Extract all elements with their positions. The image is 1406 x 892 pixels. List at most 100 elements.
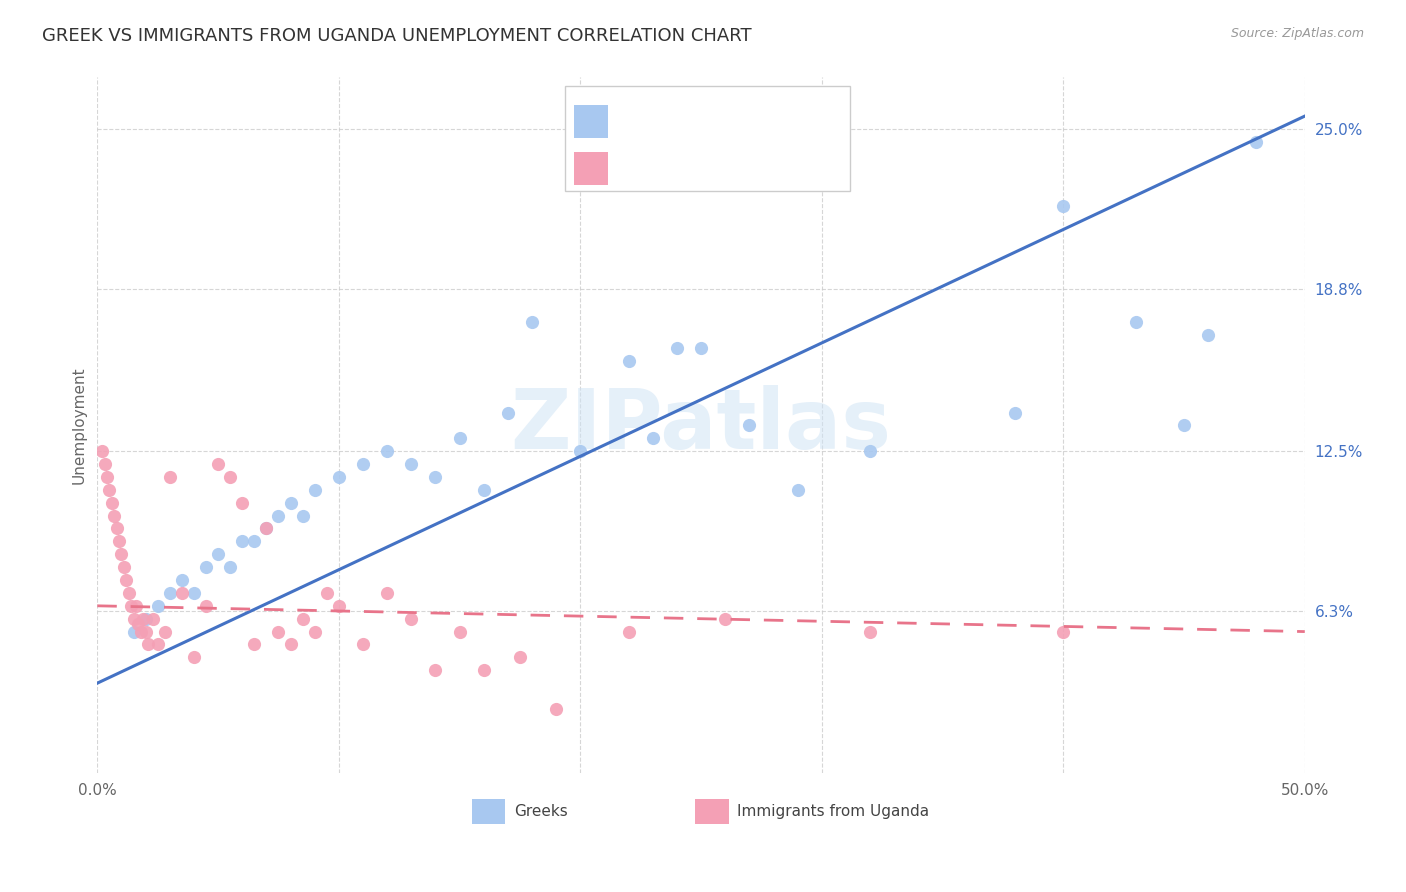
FancyBboxPatch shape	[565, 86, 849, 191]
Point	[1052, 624, 1074, 639]
Point	[183, 650, 205, 665]
Point	[509, 650, 531, 665]
Bar	[574, 104, 607, 138]
Point	[122, 624, 145, 639]
Point	[98, 483, 121, 497]
Point	[122, 612, 145, 626]
Point	[195, 599, 218, 613]
Point	[291, 612, 314, 626]
Point	[243, 638, 266, 652]
Point	[859, 444, 882, 458]
Point	[786, 483, 808, 497]
Point	[254, 521, 277, 535]
Point	[142, 612, 165, 626]
Point	[401, 612, 423, 626]
Point	[352, 457, 374, 471]
Point	[1004, 405, 1026, 419]
Point	[219, 470, 242, 484]
Point	[183, 586, 205, 600]
Point	[472, 483, 495, 497]
Point	[115, 573, 138, 587]
Point	[267, 508, 290, 523]
Point	[120, 599, 142, 613]
Point	[617, 624, 640, 639]
Point	[135, 624, 157, 639]
Point	[219, 560, 242, 574]
Point	[449, 431, 471, 445]
Point	[195, 560, 218, 574]
Text: Immigrants from Uganda: Immigrants from Uganda	[737, 804, 929, 819]
Point	[496, 405, 519, 419]
Point	[118, 586, 141, 600]
Point	[1173, 418, 1195, 433]
Point	[520, 315, 543, 329]
Point	[1197, 328, 1219, 343]
Point	[1246, 135, 1268, 149]
Point	[91, 444, 114, 458]
Bar	[574, 152, 607, 186]
Point	[449, 624, 471, 639]
Point	[96, 470, 118, 484]
Point	[690, 341, 713, 355]
Point	[546, 702, 568, 716]
Point	[207, 547, 229, 561]
Point	[375, 586, 398, 600]
Text: R =  0.736   N =  41: R = 0.736 N = 41	[623, 112, 790, 130]
Point	[280, 638, 302, 652]
Point	[135, 612, 157, 626]
Point	[127, 616, 149, 631]
Point	[425, 663, 447, 677]
Point	[304, 483, 326, 497]
Point	[231, 534, 253, 549]
Point	[159, 470, 181, 484]
Text: ZIPatlas: ZIPatlas	[510, 384, 891, 466]
Point	[146, 638, 169, 652]
Point	[207, 457, 229, 471]
Point	[231, 496, 253, 510]
Point	[328, 599, 350, 613]
Y-axis label: Unemployment: Unemployment	[72, 367, 86, 484]
Bar	[695, 799, 728, 824]
Text: R = -0.016   N =  50: R = -0.016 N = 50	[623, 160, 790, 178]
Point	[129, 624, 152, 639]
Text: Source: ZipAtlas.com: Source: ZipAtlas.com	[1230, 27, 1364, 40]
Point	[425, 470, 447, 484]
Point	[267, 624, 290, 639]
Point	[159, 586, 181, 600]
Point	[105, 521, 128, 535]
Point	[108, 534, 131, 549]
Point	[304, 624, 326, 639]
Point	[101, 496, 124, 510]
Point	[641, 431, 664, 445]
Point	[280, 496, 302, 510]
Point	[291, 508, 314, 523]
Point	[170, 573, 193, 587]
Text: GREEK VS IMMIGRANTS FROM UGANDA UNEMPLOYMENT CORRELATION CHART: GREEK VS IMMIGRANTS FROM UGANDA UNEMPLOY…	[42, 27, 752, 45]
Point	[254, 521, 277, 535]
Point	[472, 663, 495, 677]
Point	[665, 341, 688, 355]
Bar	[471, 799, 506, 824]
Point	[146, 599, 169, 613]
Point	[569, 444, 592, 458]
Point	[93, 457, 115, 471]
Point	[136, 638, 159, 652]
Point	[375, 444, 398, 458]
Point	[328, 470, 350, 484]
Point	[1052, 199, 1074, 213]
Point	[859, 624, 882, 639]
Point	[617, 354, 640, 368]
Point	[103, 508, 125, 523]
Point	[401, 457, 423, 471]
Point	[243, 534, 266, 549]
Point	[153, 624, 176, 639]
Point	[315, 586, 337, 600]
Point	[132, 612, 155, 626]
Point	[125, 599, 148, 613]
Text: Greeks: Greeks	[515, 804, 568, 819]
Point	[1125, 315, 1147, 329]
Point	[112, 560, 135, 574]
Point	[170, 586, 193, 600]
Point	[110, 547, 132, 561]
Point	[714, 612, 737, 626]
